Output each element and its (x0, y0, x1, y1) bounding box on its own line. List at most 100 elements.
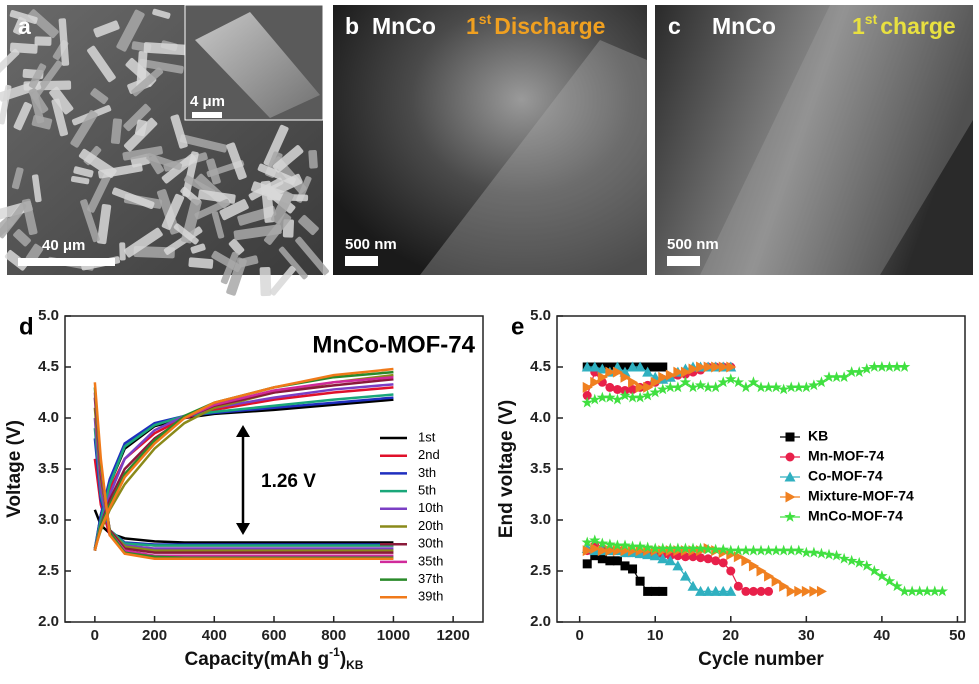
y-axis-title: Voltage (V) (4, 420, 25, 518)
point (582, 381, 593, 393)
y-tick-label: 2.0 (530, 613, 551, 630)
plot-area (93, 367, 394, 561)
rod (58, 18, 70, 66)
rod (233, 224, 282, 241)
point (748, 586, 758, 596)
point (709, 381, 722, 393)
sem-image-b (333, 5, 647, 275)
sample-label: MnCo (372, 13, 436, 39)
point (785, 381, 797, 393)
y-tick-label: 5.0 (38, 307, 59, 324)
y-tick-label: 4.5 (530, 358, 551, 375)
y-tick-label: 4.5 (38, 358, 59, 375)
rod (87, 171, 113, 213)
point (634, 361, 646, 372)
legend-label: 20th (418, 518, 443, 533)
point (891, 580, 903, 592)
point (657, 383, 669, 395)
plot-area (581, 361, 949, 597)
x-title-close: ) (340, 649, 346, 670)
point (929, 585, 941, 597)
point (634, 540, 646, 552)
rod (97, 204, 112, 245)
point (687, 580, 699, 591)
rod (98, 163, 143, 179)
step-number: 1 (466, 13, 479, 39)
x-title-sup: -1 (329, 645, 340, 659)
point (694, 379, 707, 391)
point (876, 361, 888, 372)
point (687, 542, 699, 554)
point (793, 544, 805, 556)
x-tick-label: 1000 (377, 627, 410, 644)
point (717, 376, 729, 388)
rod (269, 173, 303, 196)
point (853, 366, 865, 377)
rod (170, 114, 188, 149)
x-title-sub: KB (346, 658, 364, 672)
point (741, 586, 751, 596)
rod (194, 198, 230, 220)
point (664, 542, 677, 554)
step-word: Discharge (494, 13, 605, 39)
rod (298, 215, 319, 236)
point (679, 570, 691, 581)
rod (49, 86, 74, 115)
point (649, 386, 661, 398)
step-label: 1st Discharge (466, 11, 605, 39)
x-axis-title: Cycle number (698, 649, 824, 670)
y-tick-label: 3.0 (38, 511, 59, 528)
rod (51, 98, 68, 137)
point (597, 554, 607, 564)
point (845, 366, 858, 377)
point (779, 580, 790, 592)
point (673, 366, 684, 378)
y-tick-label: 3.5 (38, 460, 59, 477)
legend-label: 1st (418, 429, 436, 444)
rod (31, 174, 42, 203)
point (658, 586, 668, 596)
x-tick-label: 600 (261, 627, 286, 644)
legend-label: 5th (418, 483, 436, 498)
rod (278, 246, 308, 280)
point (861, 559, 873, 571)
rod (152, 8, 171, 19)
rod (219, 199, 249, 221)
rod (11, 167, 24, 190)
rod (226, 257, 247, 296)
x-tick-label: 40 (874, 627, 891, 644)
rod-texture (0, 8, 329, 297)
rod (211, 211, 225, 239)
x-axis-title: Capacity(mAh g-1)KB (185, 645, 364, 672)
point (582, 559, 592, 569)
point (710, 585, 722, 596)
point (725, 373, 737, 385)
point (861, 363, 873, 374)
step-sup: st (865, 11, 878, 27)
point (777, 383, 790, 395)
point (830, 549, 843, 561)
scale-bar (345, 256, 378, 266)
step-sup: st (479, 11, 492, 27)
point (581, 396, 593, 408)
point (740, 381, 752, 393)
legend-label: KB (808, 428, 828, 444)
y-tick-label: 4.0 (530, 409, 551, 426)
point (650, 362, 660, 372)
point (672, 560, 684, 571)
point (883, 575, 896, 587)
point (703, 361, 714, 373)
point (868, 565, 881, 576)
point (605, 366, 616, 378)
arrow-label: 1.26 V (261, 471, 316, 492)
line (93, 382, 394, 561)
rod (9, 10, 38, 24)
x-tick-label: 50 (949, 627, 966, 644)
rod (226, 142, 247, 180)
point (732, 544, 745, 556)
point (657, 542, 669, 554)
scale-bar-label: 500 nm (667, 236, 719, 253)
point (641, 389, 654, 401)
point (604, 538, 616, 550)
point (620, 371, 631, 383)
